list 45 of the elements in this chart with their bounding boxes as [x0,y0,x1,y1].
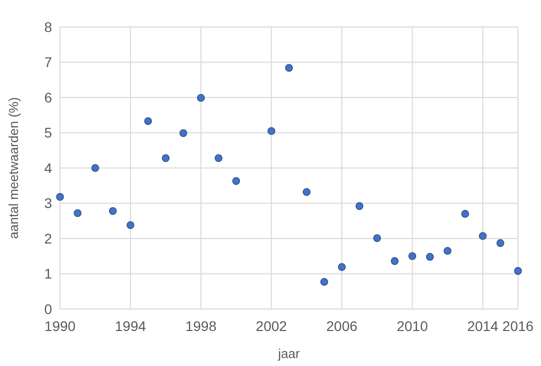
point [444,246,452,255]
x-tick-label: 2002 [256,318,288,334]
y-tick-label: 0 [44,300,52,317]
point [390,257,399,265]
point [144,117,152,126]
y-tick-label: 5 [44,124,52,141]
point [197,94,205,102]
x-tick-label: 1998 [185,318,217,334]
y-tick-label: 1 [44,266,52,282]
x-tick-label: 2010 [396,318,428,334]
y-tick-label: 2 [44,230,52,246]
y-tick-label: 3 [44,195,52,212]
point [478,232,487,240]
x-axis-title: jaar [277,346,301,361]
point [232,177,240,185]
point [373,234,381,242]
point [126,221,134,230]
y-axis-title: aantal meetwaarden (%) [6,97,21,239]
point [91,164,100,172]
point [285,64,293,72]
y-tick-label: 7 [44,54,52,70]
x-tick-label: 2006 [326,318,358,334]
point [408,252,416,260]
point [514,267,522,275]
point [320,278,328,286]
point [214,154,222,162]
point [356,202,364,210]
y-tick-label: 6 [44,89,52,106]
point [108,207,117,215]
point [162,154,170,162]
point [461,210,470,218]
point [426,252,434,261]
point [267,127,276,135]
point [74,209,82,218]
x-tick-label: 1994 [114,318,146,334]
point [496,239,504,247]
x-tick-label: 2014 [467,318,499,334]
point [338,263,346,271]
y-tick-label: 4 [44,160,52,176]
point [302,188,311,196]
y-tick-label: 8 [44,18,52,35]
point [179,129,188,137]
point [56,193,64,201]
x-tick-label: 1990 [44,318,76,334]
x-tick-label: 2016 [502,318,534,334]
